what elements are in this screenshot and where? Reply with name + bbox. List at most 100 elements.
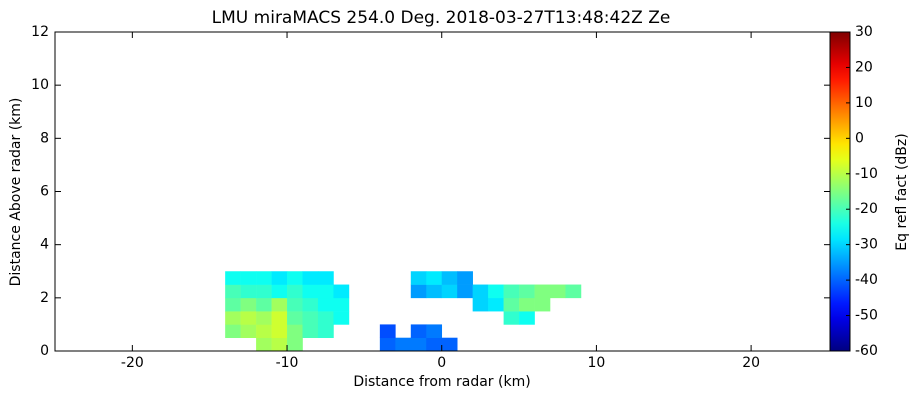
cell (240, 324, 257, 339)
colorbar (829, 31, 851, 352)
cell (302, 271, 319, 285)
x-tick-label: 10 (588, 355, 606, 371)
cell (410, 337, 427, 352)
cell (503, 297, 520, 312)
cell (302, 297, 319, 312)
cell (271, 311, 288, 325)
cell (472, 284, 489, 299)
y-tick-label: 12 (31, 24, 49, 40)
cell (503, 311, 520, 325)
cell (317, 297, 334, 312)
y-tick-label: 2 (40, 290, 49, 306)
cell (333, 284, 350, 299)
cell (379, 324, 396, 339)
plot-frame (54, 31, 831, 352)
cell (271, 324, 288, 339)
cell (240, 284, 257, 299)
cell (317, 284, 334, 299)
cell (271, 284, 288, 299)
cell (317, 324, 334, 339)
x-tick-label: -20 (121, 355, 144, 371)
cell (271, 337, 288, 352)
y-tick-label: 4 (40, 237, 49, 253)
colorbar-label: Eq refl fact (dBz) (894, 133, 910, 250)
cell (519, 311, 535, 325)
cell (317, 311, 334, 325)
y-axis-label: Distance Above radar (km) (8, 98, 24, 287)
cell (287, 324, 303, 339)
cell (488, 284, 504, 299)
cell (256, 311, 272, 325)
y-tick-label: 8 (40, 130, 49, 146)
cell (240, 311, 257, 325)
cell (271, 271, 288, 285)
cell (519, 284, 535, 299)
colorbar-tick-label: -30 (855, 237, 878, 253)
cell (240, 271, 257, 285)
cell (426, 284, 443, 299)
colorbar-tick-label: 20 (855, 59, 873, 75)
cell (225, 284, 241, 299)
cell (441, 284, 458, 299)
x-axis-label: Distance from radar (km) (353, 374, 530, 390)
cell (240, 297, 257, 312)
cell (519, 297, 535, 312)
cell (550, 284, 566, 299)
cell (379, 337, 396, 352)
cell (534, 284, 551, 299)
cell (441, 337, 458, 352)
cell (457, 284, 473, 299)
cell (565, 284, 582, 299)
cell (457, 271, 473, 285)
y-tick-label: 6 (40, 184, 49, 200)
colorbar-tick-label: -10 (855, 166, 878, 182)
cell (256, 284, 272, 299)
cell (410, 324, 427, 339)
cell (302, 311, 319, 325)
cell (256, 297, 272, 312)
cell (410, 271, 427, 285)
cell (302, 324, 319, 339)
cell (256, 271, 272, 285)
cell (333, 297, 350, 312)
cell (395, 337, 412, 352)
cell (287, 284, 303, 299)
cell (287, 271, 303, 285)
colorbar-tick-label: 10 (855, 95, 873, 111)
cell (302, 284, 319, 299)
cell (426, 271, 443, 285)
cell (441, 271, 458, 285)
cell (534, 297, 551, 312)
colorbar-tick-label: -60 (855, 343, 878, 359)
colorbar-tick-label: 0 (855, 130, 864, 146)
x-tick-label: 0 (437, 355, 446, 371)
y-tick-label: 0 (40, 343, 49, 359)
colorbar-tick-label: -40 (855, 272, 878, 288)
colorbar-tick-label: -50 (855, 308, 878, 324)
cell (488, 297, 504, 312)
cell (287, 311, 303, 325)
cell (225, 324, 241, 339)
cell (271, 297, 288, 312)
cell (333, 311, 350, 325)
x-tick-label: 20 (742, 355, 760, 371)
cell (225, 271, 241, 285)
cell (503, 284, 520, 299)
cell (256, 324, 272, 339)
cell (225, 297, 241, 312)
cell (287, 297, 303, 312)
cell (472, 297, 489, 312)
colorbar-tick-label: 30 (855, 24, 873, 40)
chart-title: LMU miraMACS 254.0 Deg. 2018-03-27T13:48… (212, 8, 671, 28)
cell (287, 337, 303, 352)
cell (317, 271, 334, 285)
cell (225, 311, 241, 325)
cell (426, 337, 443, 352)
y-tick-label: 10 (31, 77, 49, 93)
colorbar-tick-label: -20 (855, 201, 878, 217)
cell (426, 324, 443, 339)
cell (410, 284, 427, 299)
cell (256, 337, 272, 352)
x-tick-label: -10 (276, 355, 299, 371)
